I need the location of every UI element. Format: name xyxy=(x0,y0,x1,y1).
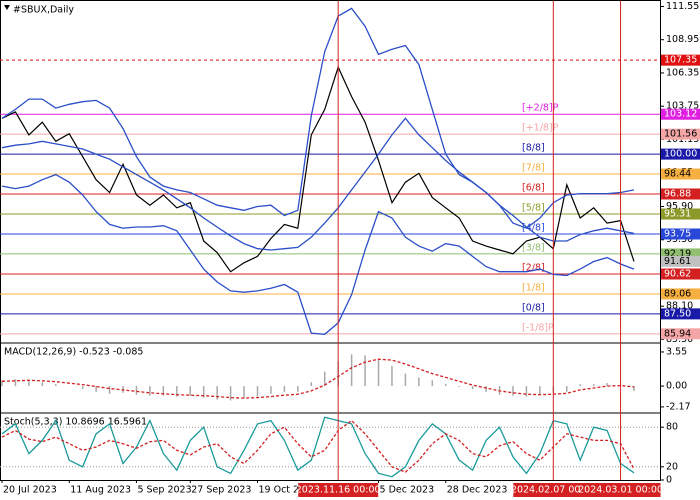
price-tag xyxy=(661,308,700,320)
level-name: [1/8] xyxy=(522,282,545,293)
price-tag-label: 92.19 xyxy=(664,248,691,259)
x-tick-label: 5 Sep 2023 xyxy=(137,485,191,496)
marker-label: 2023.11.16 00:00 xyxy=(296,485,381,496)
level-name: [3/8] xyxy=(522,242,545,253)
price-tag xyxy=(661,228,700,240)
price-tag-label: 90.62 xyxy=(664,269,691,280)
price-tag xyxy=(661,54,700,66)
price-tag xyxy=(661,328,700,340)
price-tag-label: 103.12 xyxy=(664,109,697,120)
price-tag xyxy=(661,208,700,220)
price-tag-label: 91.61 xyxy=(664,256,691,267)
price-tag xyxy=(661,108,700,120)
x-tick-label: 11 Aug 2023 xyxy=(70,485,131,496)
price-tag xyxy=(661,128,700,140)
price-tag xyxy=(661,248,700,260)
price-tag xyxy=(661,268,700,280)
price-tag-label: 96.88 xyxy=(664,188,691,199)
indicator-line xyxy=(1,416,635,478)
y-tick-label: 88.10 xyxy=(666,301,693,312)
indicator-line xyxy=(1,358,635,399)
x-tick-label: 28 Dec 2023 xyxy=(447,485,508,496)
y-tick-label: 111.55 xyxy=(666,1,699,12)
price-tag-label: 93.75 xyxy=(664,228,691,239)
y-tick-label: 80 xyxy=(666,422,678,433)
x-tick-label: 20 Jul 2023 xyxy=(3,485,57,496)
price-line xyxy=(1,65,635,273)
marker-label-box xyxy=(580,483,661,497)
level-name: [4/8] xyxy=(522,222,545,233)
x-tick-label: 5 Dec 2023 xyxy=(380,485,435,496)
indicator-line xyxy=(1,173,635,335)
y-tick-label: 103.75 xyxy=(666,101,699,112)
price-tag-label: 85.94 xyxy=(664,328,691,339)
panel-title: Stoch(5,3,3) 10.8696 16.5961 xyxy=(4,417,147,428)
level-name: [5/8] xyxy=(522,203,545,214)
price-tag xyxy=(661,188,700,200)
y-tick-label: 95.90 xyxy=(666,201,693,212)
price-tag xyxy=(661,255,700,267)
price-tag-label: 95.31 xyxy=(664,209,691,220)
y-tick-label: 85.50 xyxy=(666,334,693,345)
marker-label-box xyxy=(513,483,594,497)
indicator-line xyxy=(1,419,635,473)
price-tag-label: 107.35 xyxy=(664,55,697,66)
indicator-line xyxy=(1,117,635,251)
marker-label-box xyxy=(298,483,379,497)
panel-title: #SBUX,Daily xyxy=(13,5,74,16)
y-tick-label: 0.00 xyxy=(666,381,687,392)
indicator-line xyxy=(1,7,635,229)
price-tag-label: 100.00 xyxy=(664,149,697,160)
y-tick-label: 3.55 xyxy=(666,346,687,357)
level-name: [8/8] xyxy=(522,143,545,154)
y-tick-label: 20 xyxy=(666,461,678,472)
price-tag xyxy=(661,148,700,160)
y-tick-label: 108.95 xyxy=(666,34,699,45)
x-tick-label: 19 Oct 2023 xyxy=(258,485,317,496)
x-tick-label: 27 Sep 2023 xyxy=(191,485,251,496)
marker-label: 2024.03.01 00:00 xyxy=(578,485,663,496)
y-tick-label: 93.30 xyxy=(666,234,693,245)
level-name: [2/8] xyxy=(522,263,545,274)
level-name: [0/8] xyxy=(522,302,545,313)
price-tag xyxy=(661,168,700,180)
y-tick-label: 0 xyxy=(666,475,672,486)
panel-title: MACD(12,26,9) -0.523 -0.085 xyxy=(4,347,143,358)
price-tag xyxy=(661,288,700,300)
y-tick-label: 106.35 xyxy=(666,67,699,78)
price-tag-label: 89.06 xyxy=(664,288,691,299)
level-name: [+1/8]P xyxy=(522,123,559,134)
price-tag-label: 101.56 xyxy=(664,129,697,140)
symbol-icon xyxy=(4,5,10,10)
level-name: [7/8] xyxy=(522,163,545,174)
marker-label: 2024.02.07 00:00 xyxy=(511,485,596,496)
plot-border xyxy=(0,0,661,481)
y-tick-label: -2.17 xyxy=(666,401,691,412)
level-name: [-1/8]P xyxy=(522,322,554,333)
level-name: [6/8] xyxy=(522,182,545,193)
price-tag-label: 87.50 xyxy=(664,308,691,319)
level-name: [+2/8]P xyxy=(522,103,559,114)
price-tag-label: 98.44 xyxy=(664,169,691,180)
